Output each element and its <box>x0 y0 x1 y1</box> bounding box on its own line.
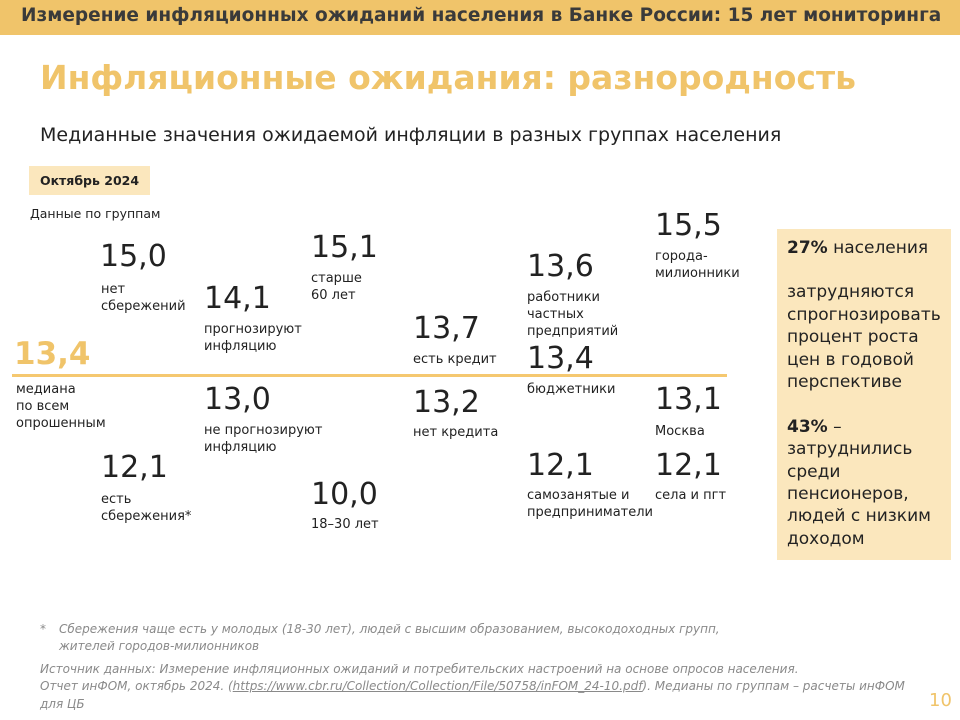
no-credit-label: нет кредита <box>413 425 499 440</box>
villages-value: 12,1 <box>655 448 722 483</box>
source-line-1: Источник данных: Измерение инфляционных … <box>40 662 799 676</box>
has-credit-value: 13,7 <box>413 311 480 346</box>
source-link[interactable]: https://www.cbr.ru/Collection/Collection… <box>232 679 643 694</box>
private-workers-value: 13,6 <box>527 249 594 284</box>
source-note: Источник данных: Измерение инфляционных … <box>40 661 920 713</box>
older-60-value: 15,1 <box>311 230 378 265</box>
age-18-30-value: 10,0 <box>311 477 378 512</box>
no-savings-label: нет сбережений <box>101 282 186 314</box>
stat-2: 43% – затруднились среди пенсионеров, лю… <box>787 416 931 549</box>
slide-title: Инфляционные ожидания: разнородность <box>40 58 856 97</box>
footnote-marker: * <box>40 622 46 636</box>
slide-subtitle: Медианные значения ожидаемой инфляции в … <box>40 124 782 146</box>
self-employed-value: 12,1 <box>527 448 594 483</box>
footnote: * Сбережения чаще есть у молодых (18-30 … <box>40 621 760 655</box>
median-label: медиана по всем опрошенным <box>16 382 106 431</box>
million-cities-value: 15,5 <box>655 208 722 243</box>
older-60-label: старше 60 лет <box>311 271 362 303</box>
public-sector-value: 13,4 <box>527 341 594 376</box>
villages-label: села и пгт <box>655 488 727 503</box>
stat-1: 27% населения <box>787 238 929 258</box>
no-forecast-label: не прогнозируют инфляцию <box>204 423 323 455</box>
has-savings-label: есть сбережения* <box>101 492 192 524</box>
groups-label: Данные по группам <box>30 206 161 221</box>
source-line-2: Отчет инФОМ, октябрь 2024. (https://www.… <box>40 679 905 711</box>
header-title: Измерение инфляционных ожиданий населени… <box>21 5 942 26</box>
no-credit-value: 13,2 <box>413 385 480 420</box>
forecast-value: 14,1 <box>204 281 271 316</box>
moscow-value: 13,1 <box>655 382 722 417</box>
has-credit-label: есть кредит <box>413 352 497 367</box>
moscow-label: Москва <box>655 424 705 439</box>
has-savings-value: 12,1 <box>101 450 168 485</box>
no-savings-value: 15,0 <box>100 239 167 274</box>
forecast-label: прогнозируют инфляцию <box>204 322 302 354</box>
date-badge: Октябрь 2024 <box>29 166 150 195</box>
footnote-text: Сбережения чаще есть у молодых (18-30 ле… <box>59 622 720 653</box>
self-employed-label: самозанятые и предприниматели <box>527 488 653 520</box>
million-cities-label: города-милионники <box>655 249 740 281</box>
highlight-panel: 27% населения затрудняются спрогнозирова… <box>777 229 951 560</box>
median-line <box>12 374 727 377</box>
median-value: 13,4 <box>14 336 91 372</box>
private-workers-label: работники частных предприятий <box>527 290 619 339</box>
no-forecast-value: 13,0 <box>204 382 271 417</box>
header-bar: Измерение инфляционных ожиданий населени… <box>0 0 960 35</box>
public-sector-label: бюджетники <box>527 382 616 397</box>
age-18-30-label: 18–30 лет <box>311 517 379 532</box>
stat-1-description: затрудняются спрогнозировать процент рос… <box>787 282 941 393</box>
page-number: 10 <box>929 690 952 711</box>
